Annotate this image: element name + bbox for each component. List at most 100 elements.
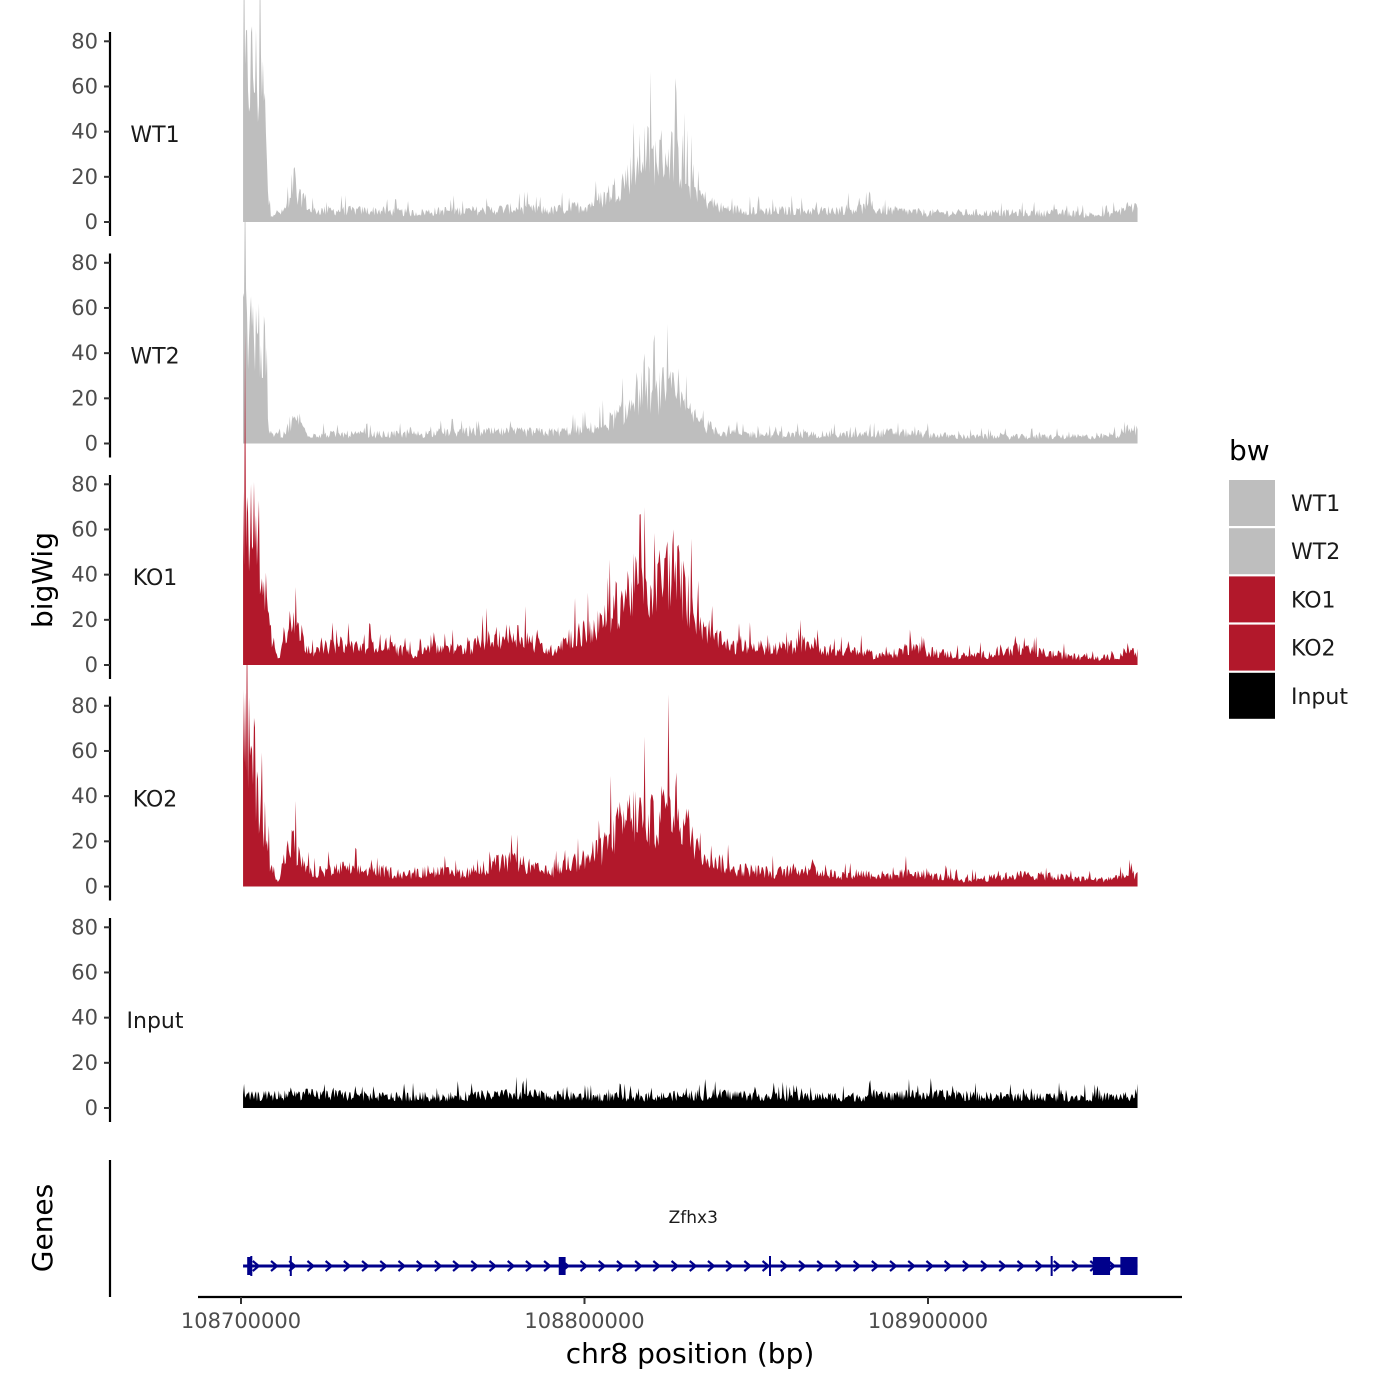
- strand-arrow: [998, 1260, 1007, 1272]
- legend-label: WT1: [1291, 492, 1340, 517]
- strand-arrow: [743, 1260, 753, 1272]
- y-tick-label: 80: [71, 694, 98, 718]
- strand-arrow: [1053, 1260, 1062, 1272]
- y-tick-label: 0: [85, 1096, 98, 1120]
- y-tick-label: 0: [85, 653, 98, 677]
- strand-arrow: [488, 1260, 498, 1272]
- strand-arrow: [270, 1260, 279, 1272]
- legend-key-wt1: [1229, 480, 1275, 526]
- track-label: Input: [127, 1009, 184, 1034]
- strand-arrow: [361, 1260, 370, 1272]
- strand-arrow: [252, 1260, 261, 1272]
- strand-arrow: [506, 1260, 516, 1272]
- strand-arrow: [306, 1260, 316, 1272]
- y-tick-label: 80: [71, 29, 98, 53]
- y-tick-label: 20: [71, 608, 98, 632]
- strand-arrow: [1071, 1260, 1080, 1272]
- strand-arrow: [543, 1260, 552, 1272]
- strand-arrow: [1034, 1260, 1044, 1272]
- gene-name-label: Zfhx3: [669, 1208, 718, 1228]
- legend-key-ko2: [1229, 624, 1275, 671]
- coverage-area-wt1: [243, 0, 1138, 222]
- strand-arrow: [525, 1260, 534, 1272]
- y-tick-label: 80: [71, 915, 98, 939]
- legend-label: KO2: [1291, 637, 1336, 662]
- gene-panel-title: Genes: [26, 1184, 59, 1272]
- track-wt1: 0 20 40 60 80 WT1: [71, 0, 1138, 236]
- y-tick-label: 20: [71, 386, 98, 410]
- track-label: WT2: [130, 345, 179, 370]
- y-tick-label: 20: [71, 165, 98, 189]
- strand-arrow: [1016, 1260, 1026, 1272]
- strand-arrow: [725, 1260, 734, 1272]
- strand-arrow: [834, 1260, 844, 1272]
- track-ko1: 0 20 40 60 80 KO1: [71, 331, 1138, 679]
- strand-arrow: [889, 1260, 898, 1272]
- x-tick-label: 108800000: [524, 1309, 644, 1333]
- y-tick-label: 60: [71, 739, 98, 763]
- track-label: WT1: [130, 123, 179, 148]
- strand-arrow: [434, 1260, 443, 1272]
- x-axis-title: chr8 position (bp): [566, 1337, 815, 1370]
- y-tick-label: 60: [71, 296, 98, 320]
- strand-arrow: [452, 1260, 461, 1272]
- y-tick-label: 80: [71, 251, 98, 275]
- legend-label: Input: [1291, 685, 1348, 710]
- y-tick-label: 60: [71, 517, 98, 541]
- y-tick-label: 40: [71, 563, 98, 587]
- legend-label: KO1: [1291, 588, 1336, 613]
- strand-arrow: [379, 1260, 388, 1272]
- y-tick-label: 60: [71, 960, 98, 984]
- strand-arrow: [343, 1260, 352, 1272]
- y-tick-label: 60: [71, 74, 98, 98]
- strand-arrow: [925, 1260, 935, 1272]
- strand-arrow: [579, 1260, 589, 1272]
- x-axis: 108700000 108800000 108900000: [181, 1295, 1182, 1333]
- strand-arrow: [415, 1260, 425, 1272]
- exon: [1092, 1257, 1111, 1275]
- strand-arrow: [871, 1260, 880, 1272]
- y-tick-label: 0: [85, 432, 98, 456]
- y-tick-label: 40: [71, 1006, 98, 1030]
- legend-key-ko1: [1229, 576, 1275, 623]
- strand-arrow: [707, 1260, 716, 1272]
- strand-arrow: [598, 1260, 607, 1272]
- track-input: 0 20 40 60 80 Input: [71, 915, 1138, 1122]
- y-axis-title: bigWig: [26, 532, 59, 628]
- track-wt2: 0 20 40 60 80 WT2: [71, 177, 1138, 458]
- strand-arrow: [616, 1260, 625, 1272]
- legend-label: WT2: [1291, 540, 1340, 565]
- y-tick-label: 0: [85, 875, 98, 899]
- strand-arrow: [980, 1260, 989, 1272]
- track-label: KO2: [133, 788, 178, 813]
- y-tick-label: 80: [71, 472, 98, 496]
- strand-arrow: [907, 1260, 916, 1272]
- strand-arrow: [634, 1260, 643, 1272]
- strand-arrow: [670, 1260, 680, 1272]
- track-ko2: 0 20 40 60 80 KO2: [71, 599, 1138, 901]
- gene-panel: Zfhx3: [108, 1160, 1138, 1297]
- y-tick-label: 20: [71, 1051, 98, 1075]
- legend-title: bw: [1229, 434, 1270, 467]
- strand-arrow: [470, 1260, 479, 1272]
- y-tick-label: 40: [71, 120, 98, 144]
- y-tick-label: 20: [71, 829, 98, 853]
- y-tick-label: 40: [71, 784, 98, 808]
- y-tick-label: 0: [85, 210, 98, 234]
- y-tick-label: 40: [71, 341, 98, 365]
- coverage-area-ko1: [243, 331, 1138, 665]
- bigwig-tracks: 0 20 40 60 80 WT1 0 20 40 60 80 WT2 0 20 40 60 80 KO1 0 20 4…: [71, 0, 1138, 1122]
- track-label: KO1: [133, 566, 178, 591]
- strand-arrow: [652, 1260, 662, 1272]
- strand-arrow: [943, 1260, 953, 1272]
- strand-arrow: [397, 1260, 407, 1272]
- legend-key-wt2: [1229, 528, 1275, 575]
- strand-arrow: [852, 1260, 862, 1272]
- legend-key-input: [1229, 672, 1275, 719]
- strand-arrow: [798, 1260, 807, 1272]
- x-tick-label: 108700000: [181, 1309, 301, 1333]
- exon: [247, 1257, 252, 1275]
- strand-arrow: [689, 1260, 698, 1272]
- strand-arrow: [816, 1260, 825, 1272]
- strand-arrow: [761, 1260, 771, 1272]
